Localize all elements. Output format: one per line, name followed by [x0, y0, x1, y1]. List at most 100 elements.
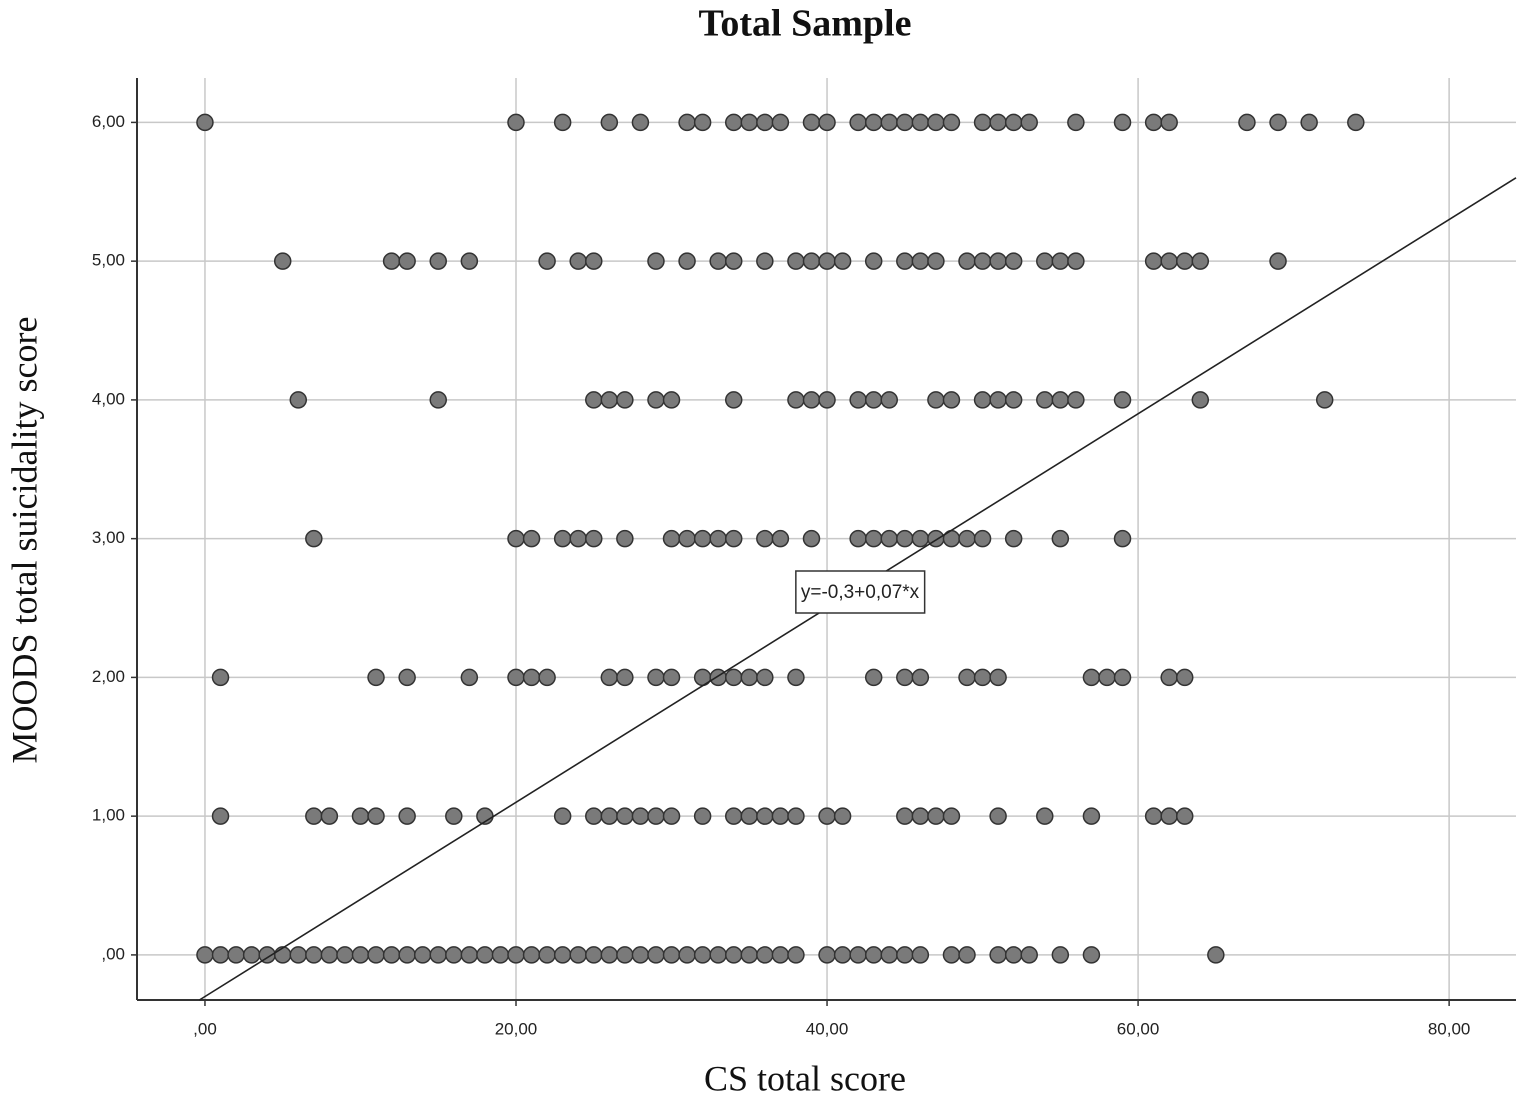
point	[367, 807, 385, 825]
point	[911, 807, 930, 825]
point	[1191, 252, 1210, 270]
point	[600, 391, 619, 409]
point	[1191, 391, 1210, 409]
point	[818, 807, 836, 825]
point	[1004, 252, 1023, 270]
point	[771, 807, 790, 825]
point	[989, 252, 1007, 270]
point	[724, 252, 743, 270]
point	[507, 946, 525, 964]
point	[1113, 529, 1132, 548]
annotation-box	[795, 570, 926, 614]
point	[569, 946, 587, 964]
point	[896, 252, 914, 270]
point	[1004, 529, 1023, 548]
point	[1347, 113, 1365, 132]
point	[522, 529, 541, 548]
point	[320, 946, 339, 964]
point	[802, 252, 821, 270]
point	[724, 529, 743, 548]
point	[958, 946, 976, 964]
point	[662, 529, 681, 548]
point	[585, 529, 603, 548]
point	[460, 668, 479, 687]
point	[507, 113, 525, 132]
point	[678, 946, 696, 964]
point	[1020, 946, 1038, 964]
x-tick-label: ,00	[193, 1019, 217, 1038]
point	[305, 807, 323, 825]
point	[787, 252, 805, 270]
point	[600, 807, 619, 825]
point	[616, 668, 634, 687]
point	[1175, 807, 1194, 825]
y-axis-label: MOODS total suicidality score	[4, 317, 44, 764]
point	[1082, 668, 1101, 687]
point	[336, 946, 354, 964]
point	[880, 529, 899, 548]
y-tick-label: 3,00	[92, 528, 125, 547]
point	[1175, 668, 1194, 687]
point	[289, 391, 308, 409]
point	[211, 668, 230, 687]
point	[1036, 391, 1054, 409]
point	[1020, 113, 1038, 132]
point	[942, 946, 961, 964]
point	[1315, 391, 1334, 409]
point	[569, 529, 587, 548]
point	[864, 529, 883, 548]
point	[662, 946, 681, 964]
point	[320, 807, 339, 825]
point	[693, 529, 712, 548]
point	[989, 946, 1007, 964]
point	[553, 807, 572, 825]
point	[724, 668, 743, 687]
point	[740, 807, 759, 825]
point	[1238, 113, 1256, 132]
point	[896, 113, 914, 132]
point	[1144, 252, 1163, 270]
point	[1051, 252, 1070, 270]
x-tick-label: 60,00	[1117, 1019, 1160, 1038]
point	[927, 252, 945, 270]
point	[911, 113, 930, 132]
point	[802, 391, 821, 409]
point	[1004, 391, 1023, 409]
point	[973, 391, 992, 409]
point	[973, 668, 992, 687]
point	[833, 252, 852, 270]
point	[242, 946, 261, 964]
point	[787, 668, 805, 687]
point	[460, 252, 479, 270]
point	[771, 113, 790, 132]
point	[553, 946, 572, 964]
point	[896, 529, 914, 548]
y-tick-label: 2,00	[92, 667, 125, 686]
point	[1160, 252, 1178, 270]
point	[429, 946, 447, 964]
point	[538, 252, 556, 270]
y-tick-label: 5,00	[92, 251, 125, 270]
point	[273, 946, 292, 964]
point	[1004, 113, 1023, 132]
point	[662, 391, 681, 409]
point	[585, 946, 603, 964]
point	[849, 391, 867, 409]
point	[818, 252, 836, 270]
point	[429, 252, 447, 270]
point	[538, 946, 556, 964]
point	[600, 946, 619, 964]
y-tick-label: 4,00	[92, 389, 125, 408]
point	[724, 946, 743, 964]
point	[1067, 113, 1085, 132]
point	[616, 946, 634, 964]
point	[911, 252, 930, 270]
point	[973, 252, 992, 270]
point	[678, 113, 696, 132]
point	[880, 113, 899, 132]
point	[1113, 391, 1132, 409]
point	[818, 113, 836, 132]
point	[569, 252, 587, 270]
